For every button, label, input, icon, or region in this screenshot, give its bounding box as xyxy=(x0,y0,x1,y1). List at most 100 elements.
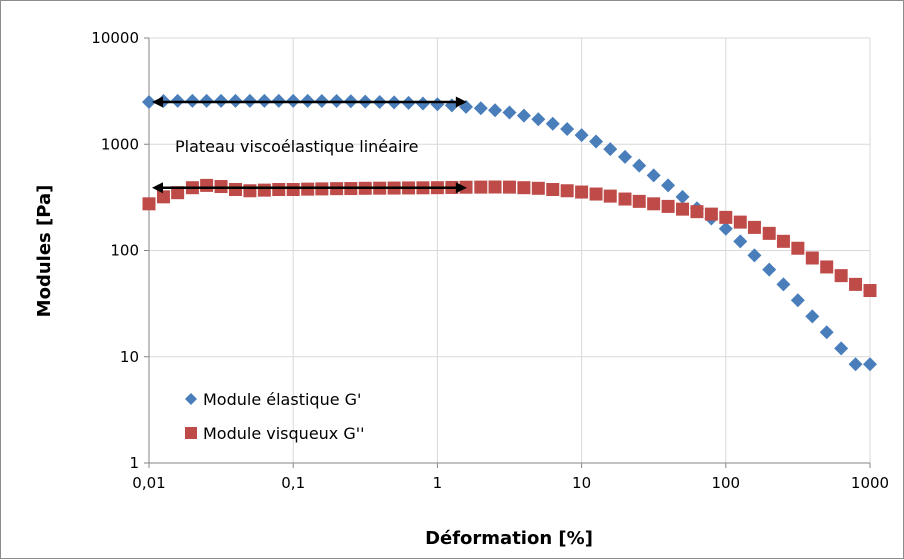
data-point xyxy=(776,234,790,248)
data-point xyxy=(459,180,473,194)
legend-item-visqueux: Module visqueux G'' xyxy=(185,424,365,443)
annotation-text: Plateau viscoélastique linéaire xyxy=(175,137,418,156)
data-point xyxy=(142,94,156,109)
data-point xyxy=(848,357,863,372)
data-point xyxy=(516,108,531,123)
data-point xyxy=(733,215,747,229)
data-point xyxy=(719,210,733,224)
data-point xyxy=(272,183,286,197)
data-point xyxy=(661,199,675,213)
series-visqueux xyxy=(142,178,877,298)
data-point xyxy=(776,277,791,292)
data-point xyxy=(589,187,603,201)
data-point xyxy=(415,96,430,111)
data-point xyxy=(200,178,214,192)
data-point xyxy=(863,284,877,298)
legend-item-elastic: Module élastique G' xyxy=(185,390,361,409)
data-point xyxy=(488,180,502,194)
data-point xyxy=(704,207,718,221)
x-tick-label: 0,1 xyxy=(281,474,305,492)
data-point xyxy=(560,184,574,198)
x-axis-title: Déformation [%] xyxy=(425,528,593,549)
double-arrow-visqueux xyxy=(152,182,467,194)
x-axis: 0,01 0,1 1 10 100 1000 xyxy=(132,463,889,492)
data-point xyxy=(243,184,257,198)
data-point xyxy=(661,178,676,193)
double-arrow-elastic xyxy=(152,96,467,108)
y-tick-label: 10000 xyxy=(91,29,139,47)
data-point xyxy=(819,325,834,340)
data-point xyxy=(820,260,834,274)
data-point xyxy=(546,183,560,197)
data-point xyxy=(733,234,748,249)
data-point xyxy=(171,186,185,200)
data-point xyxy=(301,182,315,196)
series-layer xyxy=(142,93,877,372)
data-point xyxy=(517,181,531,195)
x-tick-label: 0,01 xyxy=(132,474,165,492)
x-tick-label: 100 xyxy=(711,474,740,492)
data-point xyxy=(647,197,661,211)
data-point xyxy=(675,189,690,204)
data-point xyxy=(632,158,647,173)
arrow-head-right xyxy=(455,182,467,194)
data-point xyxy=(156,190,170,204)
legend-marker-diamond xyxy=(185,393,197,405)
data-point xyxy=(834,341,849,356)
data-point xyxy=(488,103,503,118)
data-point xyxy=(574,128,589,143)
series-elastic xyxy=(142,93,877,372)
data-point xyxy=(142,197,156,211)
data-point xyxy=(474,180,488,194)
data-point xyxy=(545,116,560,131)
data-point xyxy=(676,202,690,216)
data-point xyxy=(502,180,516,194)
x-tick-label: 10 xyxy=(572,474,591,492)
arrow-head-left xyxy=(152,96,163,108)
legend-marker-square xyxy=(185,427,197,439)
data-point xyxy=(430,97,445,112)
data-point xyxy=(229,183,243,197)
data-point xyxy=(473,101,488,116)
data-point xyxy=(286,183,300,197)
x-tick-label: 1 xyxy=(433,474,443,492)
legend-label-visqueux: Module visqueux G'' xyxy=(203,424,365,443)
data-point xyxy=(762,262,777,277)
data-point xyxy=(502,105,517,120)
data-point xyxy=(603,189,617,203)
y-axis-title: Modules [Pa] xyxy=(34,185,55,318)
data-point xyxy=(646,168,661,183)
y-tick-label: 1000 xyxy=(101,135,139,153)
data-point xyxy=(805,309,820,324)
data-point xyxy=(805,251,819,265)
x-tick-label: 1000 xyxy=(851,474,889,492)
data-point xyxy=(791,241,805,255)
data-point xyxy=(531,181,545,195)
y-tick-label: 1 xyxy=(129,454,139,472)
data-point xyxy=(863,357,877,372)
data-point xyxy=(849,277,863,291)
data-point xyxy=(575,185,589,199)
data-point xyxy=(560,122,575,137)
y-tick-label: 10 xyxy=(120,348,139,366)
arrow-head-right xyxy=(455,96,467,108)
data-point xyxy=(603,142,618,157)
data-point xyxy=(790,293,805,308)
data-point xyxy=(834,269,848,283)
data-point xyxy=(618,149,633,164)
data-point xyxy=(618,192,632,206)
data-point xyxy=(690,205,704,219)
data-point xyxy=(747,220,761,234)
y-tick-label: 100 xyxy=(110,242,139,260)
legend: Module élastique G' Module visqueux G'' xyxy=(185,390,365,443)
data-point xyxy=(531,112,546,127)
data-point xyxy=(632,194,646,208)
annotation-arrows xyxy=(152,96,467,194)
legend-label-elastic: Module élastique G' xyxy=(203,390,361,409)
arrow-head-left xyxy=(152,182,163,194)
data-point xyxy=(762,226,776,240)
data-point xyxy=(589,134,604,149)
y-axis: 1 10 100 1000 10000 xyxy=(91,29,149,472)
